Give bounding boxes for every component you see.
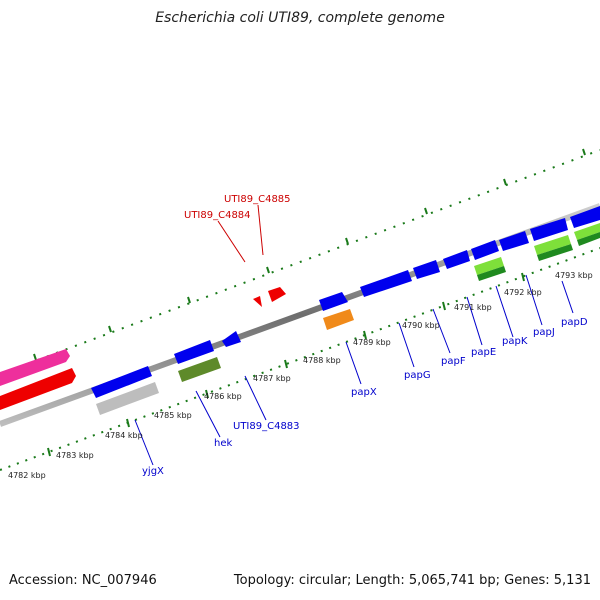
label-c4884: UTI89_C4884 — [184, 210, 251, 221]
label-c4885: UTI89_C4885 — [224, 194, 291, 205]
band-lime-1 — [474, 257, 504, 275]
upper-major-ticks — [33, 148, 586, 361]
band-lime-2 — [534, 235, 571, 255]
scale-label: 4784 kbp — [105, 431, 143, 440]
forward-gene-c4885 — [268, 287, 286, 302]
band-orange — [323, 309, 354, 330]
cds-papJ — [499, 231, 529, 251]
reverse-cds — [91, 206, 600, 398]
cds-papE — [443, 250, 470, 269]
cds-papX — [319, 292, 348, 311]
label-papG: papG — [404, 370, 431, 381]
reverse-label-leaders — [134, 274, 574, 466]
label-papF: papF — [441, 356, 466, 367]
band-olive — [178, 357, 221, 382]
band-lime-3 — [574, 223, 600, 240]
band-green-1 — [477, 266, 506, 281]
scale-label: 4785 kbp — [154, 411, 192, 420]
map-title: Escherichia coli UTI89, complete genome — [155, 10, 445, 26]
label-papD: papD — [561, 317, 588, 328]
scale-label: 4788 kbp — [303, 356, 341, 365]
cds-papK — [471, 240, 499, 260]
cds-hek — [174, 340, 214, 364]
label-c4883: UTI89_C4883 — [233, 421, 300, 432]
red-feature — [0, 368, 76, 410]
genome-stats-text: Topology: circular; Length: 5,065,741 bp… — [233, 573, 591, 588]
cds-papD — [530, 218, 568, 241]
band-gray — [96, 382, 159, 415]
cds-yjgX — [91, 366, 152, 398]
upper-tick-line — [0, 149, 600, 375]
label-papK: papK — [502, 336, 528, 347]
cds-papG — [360, 270, 412, 297]
label-papE: papE — [471, 347, 496, 358]
label-papX: papX — [351, 387, 377, 398]
cds-papF — [413, 260, 440, 279]
cds-papC — [570, 206, 600, 228]
scale-label: 4787 kbp — [253, 374, 291, 383]
cds-c4883 — [222, 331, 241, 347]
scale-label: 4783 kbp — [56, 451, 94, 460]
pink-feature — [0, 349, 70, 386]
lower-major-ticks — [47, 272, 525, 457]
scale-label: 4793 kbp — [555, 271, 593, 280]
band-green-2 — [537, 244, 573, 261]
label-hek: hek — [214, 438, 232, 449]
scale-label: 4782 kbp — [8, 471, 46, 480]
scale-label: 4791 kbp — [454, 303, 492, 312]
label-yjgX: yjgX — [142, 466, 164, 477]
scale-label: 4789 kbp — [353, 338, 391, 347]
scale-label: 4790 kbp — [402, 321, 440, 330]
lower-tick-line — [0, 247, 600, 471]
band-green-3 — [577, 232, 600, 246]
scale-label: 4786 kbp — [204, 392, 242, 401]
scale-label: 4792 kbp — [504, 288, 542, 297]
label-papJ: papJ — [533, 327, 555, 338]
forward-gene-c4884 — [253, 296, 262, 307]
forward-label-leaders — [217, 204, 264, 263]
accession-text: Accession: NC_007946 — [9, 573, 157, 588]
scale-labels: 4782 kbp 4783 kbp 4784 kbp 4785 kbp 4786… — [8, 271, 593, 480]
